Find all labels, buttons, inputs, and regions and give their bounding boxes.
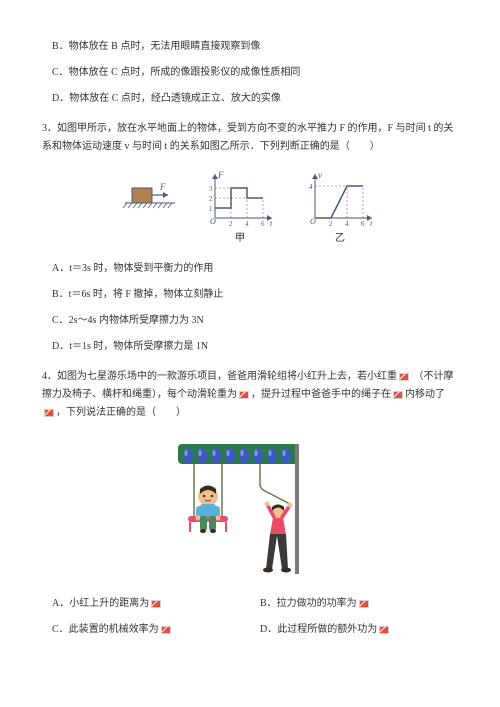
q3-option-d: D．t＝1s 时，物体所受摩擦力是 1N xyxy=(42,338,458,356)
blank-icon xyxy=(151,600,161,608)
q3-chart-v: 4 2 4 6 O v t 乙 xyxy=(300,168,380,248)
q4-option-d: D．此过程所做的额外功为 xyxy=(250,621,458,639)
svg-text:1: 1 xyxy=(209,205,213,213)
blank-icon xyxy=(399,373,409,381)
svg-text:v: v xyxy=(318,170,322,180)
q4-option-b: B．拉力做功的功率为 xyxy=(250,595,458,613)
q4-text-1: 4．如图为七星游乐场中的一款游乐项目，爸爸用滑轮组将小红升上去，若小红重 xyxy=(42,371,397,382)
q4-text-5: ，下列说法正确的是（ ） xyxy=(56,407,186,418)
svg-text:F: F xyxy=(159,182,166,192)
svg-text:2: 2 xyxy=(329,220,333,228)
svg-text:2: 2 xyxy=(209,195,213,203)
q4-a-text: A．小红上升的距离为 xyxy=(52,598,149,609)
svg-text:4: 4 xyxy=(345,220,349,228)
q4-text-3: ，提升过程中爸爸手中的绳子在 xyxy=(251,389,391,400)
chart1-label-jia: 甲 xyxy=(235,230,245,248)
q4-c-text: C．此装置的机械效率为 xyxy=(52,624,159,635)
q4-text: 4．如图为七星游乐场中的一款游乐项目，爸爸用滑轮组将小红升上去，若小红重 （不计… xyxy=(42,368,458,422)
q3-option-a: A．t＝3s 时，物体受到平衡力的作用 xyxy=(42,260,458,278)
q4-option-c: C．此装置的机械效率为 xyxy=(42,621,250,639)
blank-icon xyxy=(393,391,403,399)
q4-figure xyxy=(42,434,458,579)
blank-icon xyxy=(44,409,54,417)
svg-text:6: 6 xyxy=(361,220,365,228)
blank-icon xyxy=(161,626,171,634)
q3-block-diagram: F xyxy=(120,168,180,248)
svg-text:F: F xyxy=(217,170,224,180)
q3-figures: F 1 2 3 2 4 6 O F xyxy=(42,168,458,248)
q3-chart-f: 1 2 3 2 4 6 O F t 甲 xyxy=(200,168,280,248)
q4-option-a: A．小红上升的距离为 xyxy=(42,595,250,613)
svg-text:O: O xyxy=(310,217,316,226)
q3-text: 3．如图甲所示，放在水平地面上的物体，受到方向不变的水平推力 F 的作用，F 与… xyxy=(42,120,458,156)
q2-option-d: D．物体放在 C 点时，经凸透镜成正立、放大的实像 xyxy=(42,90,458,108)
q3-option-b: B．t＝6s 时，将 F 撤掉，物体立刻静止 xyxy=(42,286,458,304)
q2-option-c: C．物体放在 C 点时，所成的像跟投影仪的成像性质相同 xyxy=(42,64,458,82)
q4-b-text: B．拉力做功的功率为 xyxy=(260,598,357,609)
q4-d-text: D．此过程所做的额外功为 xyxy=(260,624,377,635)
q4-text-4: 内移动了 xyxy=(405,389,445,400)
svg-text:6: 6 xyxy=(261,220,265,228)
blank-icon xyxy=(359,600,369,608)
blank-icon xyxy=(379,626,389,634)
chart2-label-yi: 乙 xyxy=(335,230,345,248)
svg-text:O: O xyxy=(210,217,216,226)
q2-option-b: B．物体放在 B 点时，无法用眼睛直接观察到像 xyxy=(42,38,458,56)
svg-text:4: 4 xyxy=(309,183,313,191)
svg-text:2: 2 xyxy=(229,220,233,228)
svg-text:3: 3 xyxy=(209,185,213,193)
q4-options: A．小红上升的距离为 B．拉力做功的功率为 C．此装置的机械效率为 D．此过程所… xyxy=(42,591,458,643)
blank-icon xyxy=(239,391,249,399)
svg-text:4: 4 xyxy=(245,220,249,228)
q3-option-c: C．2s～4s 内物体所受摩擦力为 3N xyxy=(42,312,458,330)
